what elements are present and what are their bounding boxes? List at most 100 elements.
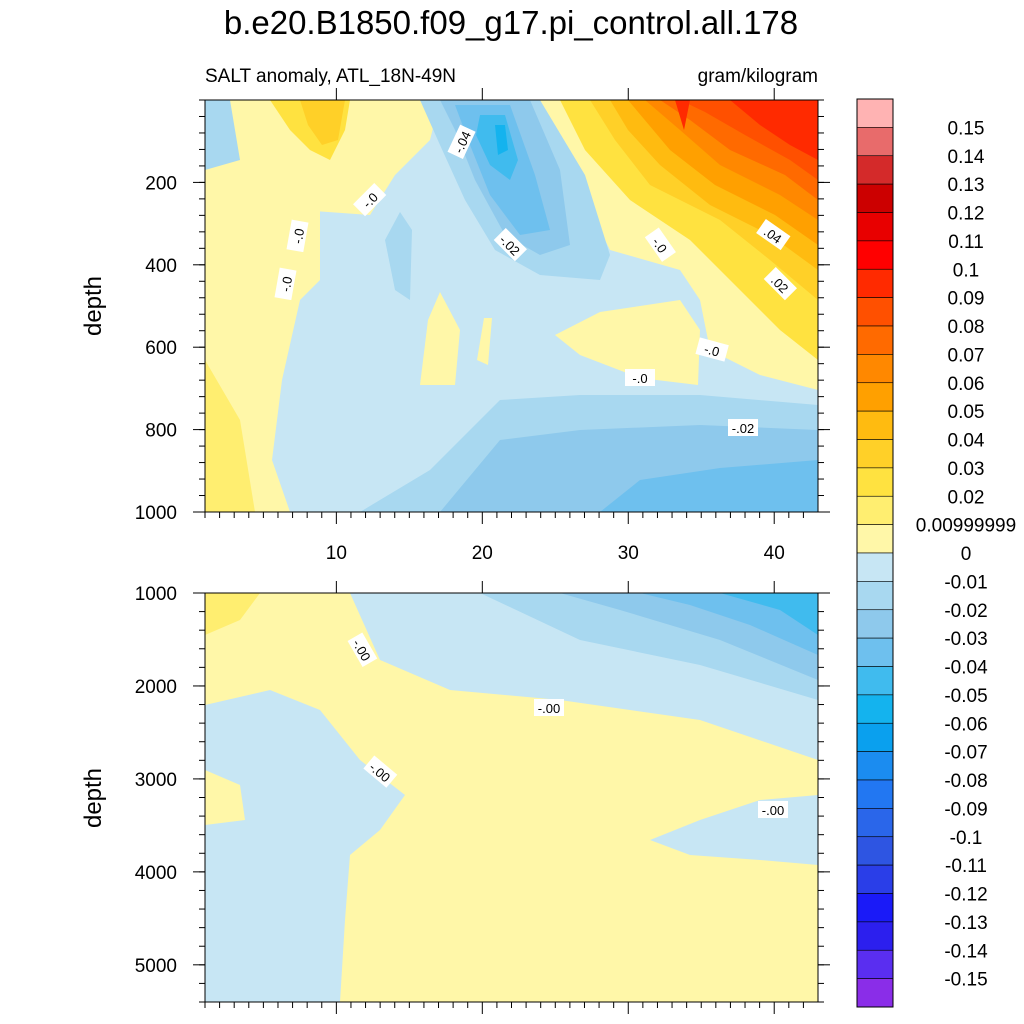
contour-label-bg <box>758 801 788 818</box>
contour-label: -.0 <box>695 337 729 362</box>
chart-title: b.e20.B1850.f09_g17.pi_control.all.178 <box>224 4 798 41</box>
colorbar-label: -0.01 <box>944 572 987 593</box>
colorbar-swatch <box>856 978 894 1008</box>
colorbar-swatch <box>856 127 894 157</box>
lower-y-tick-label: 2000 <box>135 677 177 698</box>
colorbar: 0.15 0.14 0.13 0.12 0.11 0.1 0.09 0.08 0.07 0.06 0… <box>856 98 1016 1008</box>
colorbar-swatch <box>856 297 894 327</box>
contour-label-bg <box>625 369 655 386</box>
contour-label-bg <box>695 337 729 362</box>
colorbar-swatch <box>856 183 894 213</box>
contour-label-bg <box>756 219 791 251</box>
colorbar-swatch <box>856 212 894 242</box>
colorbar-label: 0.13 <box>948 175 985 196</box>
colorbar-swatch <box>856 637 894 667</box>
colorbar-swatch <box>856 694 894 724</box>
upper-region-mid-pos1 <box>420 292 460 385</box>
colorbar-label: -0.05 <box>944 686 987 707</box>
upper-region-neg-trough4 <box>476 115 518 180</box>
lower-region-neg5 <box>720 593 818 635</box>
colorbar-swatch <box>856 524 894 554</box>
colorbar-label: -0.02 <box>944 601 987 622</box>
lower-y-tick-label: 4000 <box>135 863 177 884</box>
colorbar-label: -0.08 <box>944 771 987 792</box>
colorbar-label: -0.04 <box>944 658 988 679</box>
colorbar-swatch <box>856 949 894 979</box>
upper-y-tick-label: 800 <box>145 421 177 442</box>
contour-label-bg <box>286 219 309 253</box>
colorbar-label: -0.14 <box>944 941 988 962</box>
upper-region-left-strong <box>205 360 255 512</box>
lower-y-tick-label: 5000 <box>135 956 177 977</box>
contour-label-bg <box>347 632 378 667</box>
colorbar-label: 0.06 <box>948 374 985 395</box>
colorbar-label: -0.06 <box>944 714 987 735</box>
colorbar-swatch <box>856 495 894 525</box>
contour-label: -.0 <box>274 267 297 301</box>
colorbar-label: 0.09 <box>948 289 985 310</box>
upper-region-mid-pos2 <box>477 318 492 365</box>
contour-label-bg <box>274 267 297 301</box>
colorbar-swatch <box>856 921 894 951</box>
lower-region-topleft-pos <box>205 593 260 635</box>
colorbar-swatch <box>856 155 894 185</box>
lower-axis-ticks: 1000 2000 3000 4000 5000 <box>135 581 830 1014</box>
upper-ylabel: depth <box>80 276 107 336</box>
colorbar-label: 0.05 <box>948 402 985 423</box>
contour-label-bg <box>728 419 758 436</box>
colorbar-label: -0.03 <box>944 629 987 650</box>
contour-label-text: -.0 <box>703 341 722 359</box>
upper-y-tick-label: 200 <box>145 173 177 194</box>
upper-axis-ticks: 200 400 600 800 1000 <box>135 88 830 524</box>
upper-region-right-lvl8 <box>730 100 818 160</box>
colorbar-swatch <box>856 836 894 866</box>
upper-region-neg-spot <box>385 212 412 300</box>
lower-contour-fills <box>205 593 818 1002</box>
contour-label-bg <box>763 267 797 301</box>
left-subtitle: SALT anomaly, ATL_18N-49N <box>205 66 456 87</box>
colorbar-swatch <box>856 354 894 384</box>
lower-region-neg4 <box>640 593 818 655</box>
colorbar-label: 0.03 <box>948 459 985 480</box>
colorbar-label: -0.12 <box>944 885 987 906</box>
contour-label: -.0 <box>286 219 309 253</box>
lower-y-tick-label: 1000 <box>135 584 177 605</box>
colorbar-label: -0.09 <box>944 799 987 820</box>
colorbar-swatch <box>856 410 894 440</box>
colorbar-swatch <box>856 864 894 894</box>
colorbar-label: -0.07 <box>944 743 987 764</box>
contour-label-bg <box>447 124 476 159</box>
x-tick-label: 30 <box>618 543 639 564</box>
colorbar-label: -0.13 <box>944 913 987 934</box>
upper-region-top-high <box>300 100 345 145</box>
lower-region-left-pos-spot <box>205 770 245 825</box>
colorbar-label: -0.1 <box>950 828 983 849</box>
colorbar-swatch <box>856 98 894 128</box>
contour-label-text: -.0 <box>290 227 307 245</box>
upper-region-mid-pos3 <box>555 300 700 385</box>
colorbar-frame <box>856 98 894 1008</box>
contour-label: -.00 <box>758 801 788 818</box>
upper-region-right-spike <box>675 100 690 130</box>
contour-label-text: -.00 <box>762 803 784 818</box>
lower-region-left-neg <box>205 690 405 1002</box>
colorbar-label: 0.12 <box>948 204 985 225</box>
contour-label-bg <box>644 227 676 262</box>
contour-label-bg <box>363 755 398 788</box>
upper-contour-labels: -.04-.0-.0-.0-.02 -.0.04.02-.0-.0-.02 <box>274 124 797 436</box>
colorbar-label: 0.14 <box>948 147 985 168</box>
colorbar-label: 0.11 <box>948 232 984 253</box>
upper-region-deep-neg3 <box>600 460 818 512</box>
colorbar-swatch <box>856 779 894 809</box>
colorbar-label: 0.00999999 <box>916 516 1016 537</box>
colorbar-label: 0.07 <box>948 345 985 366</box>
colorbar-swatch <box>856 893 894 923</box>
contour-label-text: -.00 <box>538 701 560 716</box>
contour-label-text: -.0 <box>649 235 670 256</box>
colorbar-swatch <box>856 808 894 838</box>
contour-label: -.0 <box>644 227 676 262</box>
upper-contour-fills <box>205 100 818 512</box>
